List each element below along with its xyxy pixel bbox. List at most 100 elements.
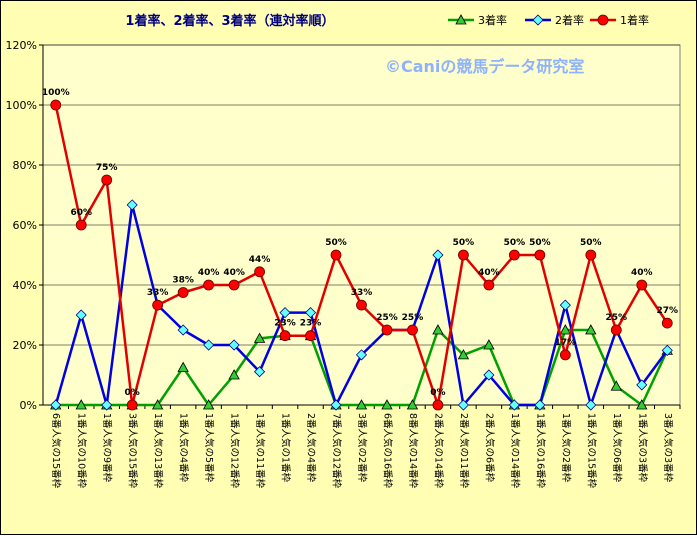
data-point bbox=[559, 324, 572, 335]
data-point bbox=[254, 366, 266, 378]
data-point bbox=[483, 369, 495, 381]
data-point bbox=[177, 287, 189, 298]
x-tick-label: 7番人気の12番枠 bbox=[331, 413, 343, 489]
x-axis-ticks: 6番人気の15番枠 1番人気の10番枠 1番人気の9番枠 3番人気の15番枠 1番人気の… bbox=[50, 413, 674, 489]
data-point bbox=[202, 399, 215, 410]
data-point bbox=[610, 324, 622, 336]
x-tick-label: 1番人気の5番枠 bbox=[203, 413, 215, 483]
y-axis-ticks: 0% 20% 40% 60% 80% 100% 120% bbox=[6, 39, 37, 412]
data-point bbox=[585, 249, 597, 261]
legend-marker bbox=[597, 14, 609, 26]
data-point bbox=[126, 199, 138, 211]
data-point bbox=[228, 369, 240, 380]
data-point bbox=[585, 399, 597, 411]
data-point bbox=[203, 339, 215, 351]
data-point bbox=[203, 279, 215, 291]
x-tick-label: 2番人気の4番枠 bbox=[305, 413, 317, 483]
x-tick-label: 1番人気の9番枠 bbox=[101, 413, 113, 483]
x-tick-label: 2番人気の11番枠 bbox=[458, 413, 470, 489]
x-tick-label: 6番人気の16番枠 bbox=[381, 413, 393, 489]
data-point bbox=[279, 330, 291, 342]
y-tick-label: 100% bbox=[6, 99, 37, 112]
data-point bbox=[636, 399, 648, 410]
data-point bbox=[483, 279, 495, 291]
data-label: 50% bbox=[529, 238, 551, 248]
data-point bbox=[228, 339, 240, 351]
y-tick-label: 60% bbox=[13, 219, 37, 232]
data-point bbox=[75, 399, 87, 410]
data-label: 0% bbox=[430, 388, 445, 398]
data-point bbox=[177, 361, 189, 372]
data-label: 50% bbox=[325, 238, 347, 248]
data-point bbox=[661, 317, 673, 329]
data-point bbox=[636, 279, 648, 291]
data-point bbox=[534, 249, 546, 261]
data-point bbox=[305, 330, 316, 342]
data-point bbox=[279, 307, 291, 319]
data-label: 25% bbox=[606, 313, 628, 323]
data-point bbox=[228, 279, 240, 291]
data-label: 60% bbox=[70, 208, 92, 218]
x-tick-label: 1番人気の14番枠 bbox=[509, 413, 521, 489]
x-tick-label: 1番人気の16番枠 bbox=[534, 413, 546, 489]
data-point bbox=[610, 380, 622, 391]
data-label: 23% bbox=[300, 319, 322, 329]
data-point bbox=[75, 219, 87, 231]
data-label: 75% bbox=[96, 163, 118, 173]
y-tick-label: 40% bbox=[13, 279, 37, 292]
data-point bbox=[253, 332, 266, 343]
data-label: 23% bbox=[274, 319, 296, 329]
x-tick-label: 1番人気の15番枠 bbox=[585, 413, 597, 489]
data-point bbox=[508, 399, 520, 411]
data-label: 50% bbox=[580, 238, 602, 248]
data-point bbox=[432, 399, 444, 411]
data-label: 40% bbox=[631, 268, 653, 278]
y-tick-label: 20% bbox=[13, 339, 37, 352]
x-tick-label: 6番人気の15番枠 bbox=[50, 413, 62, 489]
data-point bbox=[355, 399, 368, 410]
legend-label: 1着率 bbox=[620, 13, 649, 27]
data-label: 38% bbox=[172, 276, 194, 286]
data-point bbox=[330, 249, 342, 261]
data-label: 40% bbox=[223, 268, 245, 278]
data-label: 0% bbox=[125, 388, 140, 398]
data-labels: 100%60%75%0%33%38%40% 40%44%23% 23%50%33%2… bbox=[42, 88, 678, 398]
data-point bbox=[50, 99, 62, 111]
data-point bbox=[177, 324, 189, 336]
x-tick-label: 2番人気の14番枠 bbox=[432, 413, 444, 489]
data-point bbox=[458, 249, 469, 261]
data-label: 25% bbox=[402, 313, 424, 323]
data-label: 50% bbox=[504, 238, 526, 248]
x-tick-label: 1番人気の1番枠 bbox=[280, 413, 292, 483]
data-point bbox=[381, 399, 393, 410]
x-tick-label: 2番人気の6番枠 bbox=[483, 413, 495, 483]
data-point bbox=[75, 309, 87, 321]
data-point bbox=[126, 399, 138, 411]
legend-marker bbox=[455, 14, 467, 25]
data-point bbox=[151, 399, 164, 410]
data-point bbox=[101, 399, 113, 411]
data-label: 17% bbox=[555, 338, 577, 348]
chart-title: 1着率、2着率、3着率（連対率順） bbox=[125, 13, 334, 29]
data-point bbox=[534, 399, 546, 411]
legend-marker bbox=[532, 14, 544, 26]
data-point bbox=[483, 339, 495, 350]
data-point bbox=[432, 324, 444, 335]
x-tick-label: 3番人気の2番枠 bbox=[356, 413, 368, 483]
data-point bbox=[457, 349, 470, 360]
data-point bbox=[585, 324, 597, 335]
data-label: 44% bbox=[249, 255, 271, 265]
data-point bbox=[559, 349, 571, 361]
data-label: 100% bbox=[42, 88, 70, 98]
data-point bbox=[406, 399, 419, 410]
x-tick-label: 1番人気の6番枠 bbox=[611, 413, 623, 483]
x-tick-label: 1番人気の3番枠 bbox=[636, 413, 648, 483]
legend: 3着率 2着率 1着率 bbox=[448, 13, 649, 27]
data-label: 33% bbox=[147, 288, 169, 298]
x-tick-label: 1番人気の4番枠 bbox=[178, 413, 190, 483]
data-label: 40% bbox=[478, 268, 500, 278]
data-point bbox=[432, 249, 444, 261]
x-tick-label: 8番人気の14番枠 bbox=[407, 413, 419, 489]
data-point bbox=[356, 299, 367, 311]
